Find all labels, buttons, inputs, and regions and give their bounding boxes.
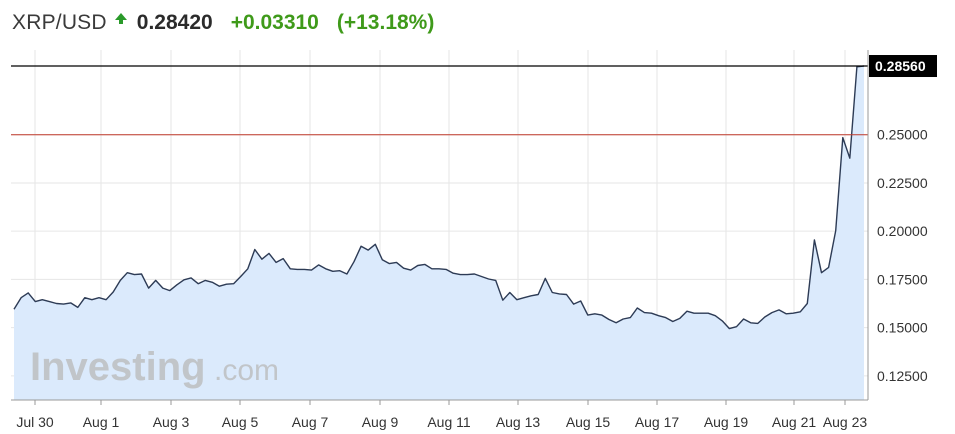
- x-tick-label: Aug 11: [427, 414, 471, 430]
- y-tick-label: 0.20000: [877, 223, 928, 239]
- x-tick-label: Aug 9: [362, 414, 399, 430]
- x-tick-label: Jul 30: [16, 414, 54, 430]
- watermark-suffix: .com: [214, 354, 279, 387]
- x-tick-label: Aug 5: [222, 414, 259, 430]
- y-tick-label: 0.12500: [877, 368, 928, 384]
- y-tick-label: 0.22500: [877, 175, 928, 191]
- x-tick-label: Aug 13: [496, 414, 541, 430]
- x-tick-label: Aug 1: [83, 414, 120, 430]
- last-value-badge: [869, 55, 937, 78]
- x-tick-label: Aug 7: [292, 414, 329, 430]
- x-tick-label: Aug 17: [635, 414, 680, 430]
- last-value-label: 0.28560: [875, 58, 926, 74]
- y-tick-label: 0.25000: [877, 127, 928, 143]
- last-price: 0.28420: [136, 11, 213, 34]
- area-fill: [14, 66, 864, 400]
- x-tick-label: Aug 19: [704, 414, 749, 430]
- up-arrow-icon: [114, 12, 127, 24]
- symbol-label: XRP/USD: [12, 11, 107, 34]
- x-tick-label: Aug 23: [823, 414, 868, 430]
- x-tick-label: Aug 3: [153, 414, 190, 430]
- y-tick-label: 0.17500: [877, 271, 928, 287]
- price-line: [13, 65, 865, 330]
- y-tick-label: 0.15000: [877, 320, 928, 336]
- price-change: +0.03310: [230, 11, 319, 34]
- x-tick-label: Aug 15: [566, 414, 611, 430]
- quote-header: XRP/USD 0.28420 +0.03310 (+13.18%): [12, 6, 434, 40]
- x-tick-label: Aug 21: [772, 414, 817, 430]
- price-change-percent: (+13.18%): [336, 11, 435, 34]
- watermark-logo: Investing: [30, 345, 206, 389]
